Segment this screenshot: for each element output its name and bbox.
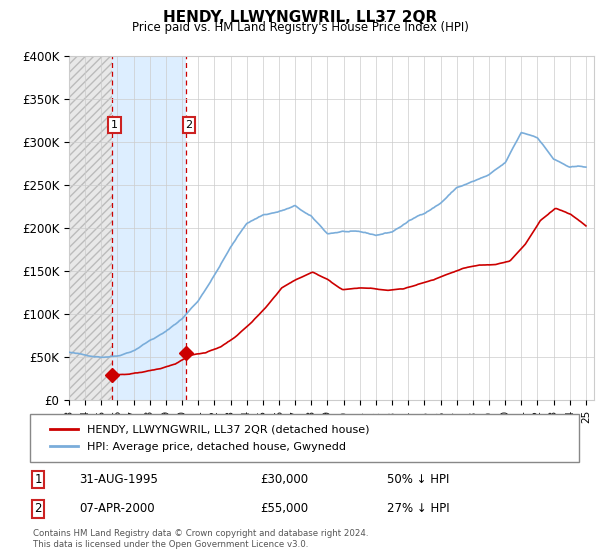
Text: HENDY, LLWYNGWRIL, LL37 2QR: HENDY, LLWYNGWRIL, LL37 2QR bbox=[163, 10, 437, 25]
Bar bbox=[112, 56, 187, 400]
Text: £30,000: £30,000 bbox=[260, 473, 309, 486]
Legend: HENDY, LLWYNGWRIL, LL37 2QR (detached house), HPI: Average price, detached house: HENDY, LLWYNGWRIL, LL37 2QR (detached ho… bbox=[41, 416, 378, 460]
Text: Price paid vs. HM Land Registry's House Price Index (HPI): Price paid vs. HM Land Registry's House … bbox=[131, 21, 469, 34]
Text: 2: 2 bbox=[34, 502, 42, 515]
Text: £55,000: £55,000 bbox=[260, 502, 309, 515]
Text: 1: 1 bbox=[111, 120, 118, 130]
Text: 1: 1 bbox=[34, 473, 42, 486]
FancyBboxPatch shape bbox=[30, 414, 579, 462]
Text: 07-APR-2000: 07-APR-2000 bbox=[79, 502, 155, 515]
Bar bbox=[69, 56, 112, 400]
Text: 27% ↓ HPI: 27% ↓ HPI bbox=[387, 502, 449, 515]
Text: 50% ↓ HPI: 50% ↓ HPI bbox=[387, 473, 449, 486]
Text: 2: 2 bbox=[185, 120, 193, 130]
Text: Contains HM Land Registry data © Crown copyright and database right 2024.
This d: Contains HM Land Registry data © Crown c… bbox=[33, 529, 368, 549]
Text: 31-AUG-1995: 31-AUG-1995 bbox=[79, 473, 158, 486]
